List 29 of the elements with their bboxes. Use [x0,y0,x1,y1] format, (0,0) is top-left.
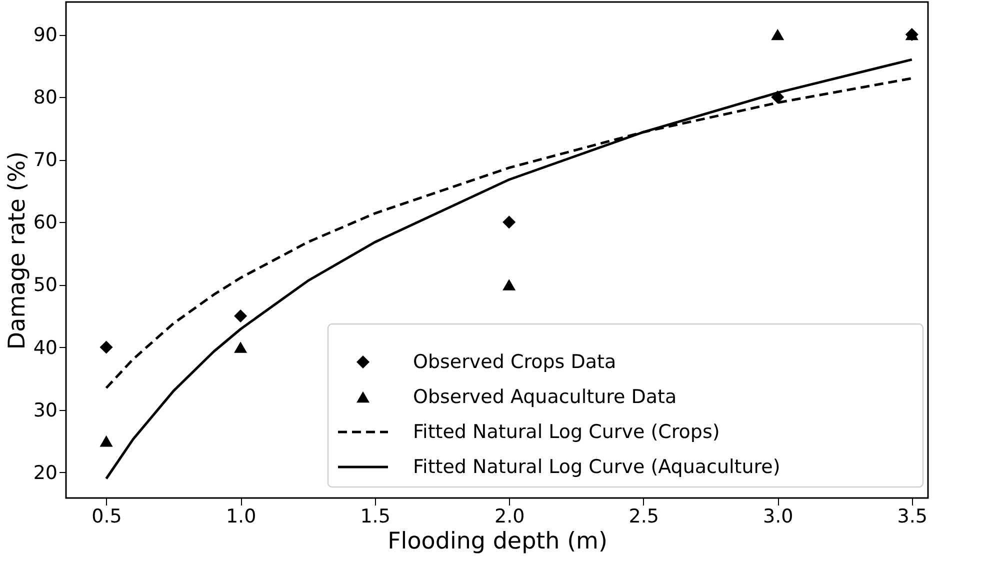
y-tick-label: 50 [33,274,58,296]
x-tick-label: 3.0 [763,506,794,528]
x-tick-label: 1.0 [226,506,256,528]
legend-label: Fitted Natural Log Curve (Aquaculture) [413,456,780,478]
line-series [105,58,914,480]
point [502,216,516,229]
legend-label: Observed Crops Data [413,351,616,373]
x-tick-label: 2.0 [494,506,525,528]
point [771,28,784,40]
x-axis-title: Flooding depth (m) [388,528,608,554]
x-tick-label: 3.5 [897,506,928,528]
point [100,340,113,354]
y-axis-title: Damage rate (%) [4,151,30,350]
y-tick-label: 70 [33,149,58,172]
x-tick-label: 0.5 [92,506,122,528]
y-tick-label: 60 [33,212,58,234]
legend-label: Observed Aquaculture Data [413,386,677,408]
y-tick-label: 30 [33,399,58,422]
point [234,309,248,323]
x-tick-label: 2.5 [628,506,659,528]
point [502,279,516,290]
y-tick-label: 90 [33,24,58,46]
y-tick-label: 80 [33,86,58,109]
point [234,342,248,353]
legend-label: Fitted Natural Log Curve (Crops) [413,421,720,443]
y-tick-label: 40 [33,336,58,359]
x-tick-label: 1.5 [360,506,390,528]
point [100,435,113,447]
y-tick-label: 20 [33,462,58,484]
